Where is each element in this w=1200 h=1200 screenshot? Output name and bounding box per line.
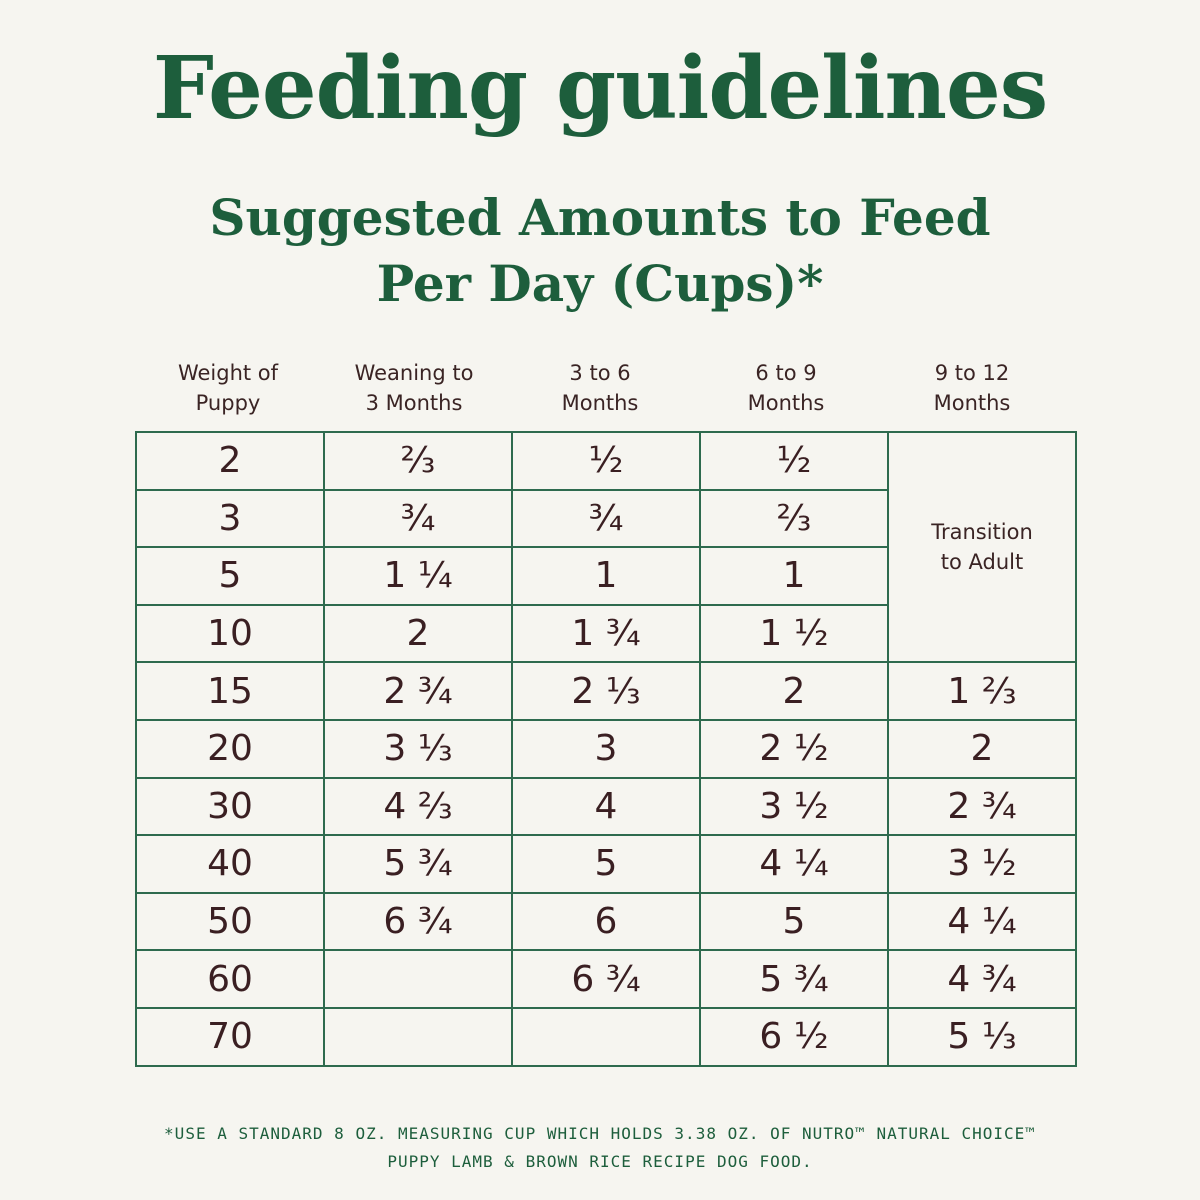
amount-cell	[511, 1006, 701, 1067]
amount-cell: 1	[699, 546, 889, 606]
amount-cell	[323, 949, 513, 1009]
title: Feeding guidelines	[152, 38, 1048, 139]
header-line: 6 to 9	[755, 361, 817, 385]
amount-cell: 4 ⅔	[323, 776, 513, 837]
amount-cell: ¾	[323, 488, 513, 549]
column-header: Weight of Puppy	[135, 358, 321, 418]
weight-cell: 3	[135, 488, 325, 549]
subtitle-line: Suggested Amounts to Feed	[209, 188, 991, 247]
amount-cell: 5 ¾	[323, 834, 513, 894]
weight-cell: 15	[135, 661, 325, 721]
amount-cell: ⅔	[323, 431, 513, 491]
amount-cell: 2 ¾	[887, 776, 1077, 837]
amount-cell: 4	[511, 776, 701, 837]
amount-cell: 2 ½	[699, 718, 889, 779]
amount-cell: 6 ¾	[511, 949, 701, 1009]
amount-cell: 3 ½	[699, 776, 889, 837]
amount-cell: 3 ½	[887, 834, 1077, 894]
weight-cell: 60	[135, 949, 325, 1009]
amount-cell: 5	[511, 834, 701, 894]
amount-cell: 4 ¾	[887, 949, 1077, 1009]
header-line: Puppy	[195, 391, 261, 415]
amount-cell: 2 ¾	[323, 661, 513, 721]
weight-cell: 2	[135, 431, 325, 491]
footnote-line: *USE A STANDARD 8 OZ. MEASURING CUP WHIC…	[164, 1124, 1036, 1143]
amount-cell: 1 ⅔	[887, 661, 1077, 721]
amount-cell: ½	[699, 431, 889, 491]
column-headers: Weight of Puppy Weaning to 3 Months 3 to 6 Mo…	[135, 358, 1065, 418]
header-line: 9 to 12	[934, 361, 1010, 385]
transition-line: to Adult	[940, 550, 1024, 575]
amount-cell: ¾	[511, 488, 701, 549]
amount-cell: 2	[323, 603, 513, 664]
header-line: Weaning to	[354, 361, 474, 385]
column-header: 3 to 6 Months	[507, 358, 693, 418]
amount-cell: 2	[699, 661, 889, 721]
header-line: 3 Months	[365, 391, 463, 415]
amount-cell: 1 ¼	[323, 546, 513, 606]
weight-cell: 40	[135, 834, 325, 894]
amount-cell: 6 ½	[699, 1006, 889, 1067]
amount-cell: 3	[511, 718, 701, 779]
transition-line: Transition	[931, 520, 1033, 545]
amount-cell: 5 ¾	[699, 949, 889, 1009]
amount-cell: 5	[699, 891, 889, 952]
amount-cell: 3 ⅓	[323, 718, 513, 779]
amount-cell: 2 ⅓	[511, 661, 701, 721]
amount-cell: ⅔	[699, 488, 889, 549]
table-row: 2 ⅔ ½ ½ Transition to Adult	[135, 430, 1077, 664]
amount-cell: 1	[511, 546, 701, 606]
header-line: Months	[561, 391, 639, 415]
weight-cell: 50	[135, 891, 325, 952]
header-line: 3 to 6	[569, 361, 631, 385]
amount-cell: 6 ¾	[323, 891, 513, 952]
amount-cell: 6	[511, 891, 701, 952]
amount-cell: 2	[887, 718, 1077, 779]
weight-cell: 5	[135, 546, 325, 606]
weight-cell: 20	[135, 718, 325, 779]
footnote-line: PUPPY LAMB & BROWN RICE RECIPE DOG FOOD.	[387, 1152, 813, 1171]
subtitle-line: Per Day (Cups)*	[376, 254, 824, 313]
weight-cell: 70	[135, 1006, 325, 1067]
weight-cell: 10	[135, 603, 325, 664]
amount-cell: ½	[511, 431, 701, 491]
amount-cell: 1 ½	[699, 603, 889, 664]
column-header: Weaning to 3 Months	[321, 358, 507, 418]
header-line: Weight of	[177, 361, 279, 385]
weight-cell: 30	[135, 776, 325, 837]
header-line: Months	[933, 391, 1011, 415]
amount-cell: 4 ¼	[699, 834, 889, 894]
amount-cell: 1 ¾	[511, 603, 701, 664]
amount-cell: 4 ¼	[887, 891, 1077, 952]
column-header: 6 to 9 Months	[693, 358, 879, 418]
transition-cell: Transition to Adult	[887, 430, 1077, 664]
footnote: *USE A STANDARD 8 OZ. MEASURING CUP WHIC…	[0, 1120, 1200, 1176]
amount-cell	[323, 1006, 513, 1067]
amount-cell: 5 ⅓	[887, 1006, 1077, 1067]
header-line: Months	[747, 391, 825, 415]
subtitle: Suggested Amounts to Feed Per Day (Cups)*	[0, 185, 1200, 317]
column-header: 9 to 12 Months	[879, 358, 1065, 418]
